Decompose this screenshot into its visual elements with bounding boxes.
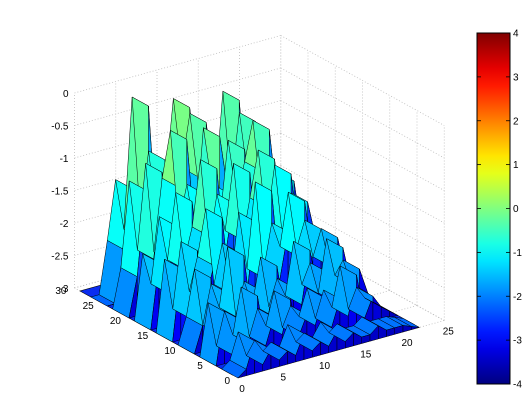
colorbar-tick-label: 0 — [513, 204, 519, 215]
z-tick-label: -1.5 — [51, 187, 69, 198]
y-tick-label: 5 — [197, 361, 203, 372]
y-tick-label: 10 — [164, 346, 176, 357]
y-tick-label: 25 — [83, 301, 95, 312]
grid-line — [280, 165, 445, 256]
z-tick-label: -2.5 — [51, 252, 69, 263]
y-tick-label: 20 — [110, 316, 122, 327]
colorbar-tick-label: 2 — [513, 116, 519, 127]
grid-line — [280, 35, 445, 126]
colorbar-bar — [476, 32, 511, 385]
surface-plot — [79, 90, 420, 379]
grid-line — [280, 132, 445, 224]
colorbar: -4 -3 -2 -1 0 1 2 3 4 — [476, 29, 522, 391]
x-tick-label: 5 — [280, 373, 286, 384]
colorbar-tick-label: 4 — [513, 29, 519, 40]
axis-tick-labels: -3-2.5-2-1.5-1-0.50051015202505101520253… — [51, 89, 454, 395]
colorbar-tick-label: 1 — [513, 160, 519, 171]
colorbar-tick-label: -4 — [513, 380, 522, 391]
z-tick-label: -0.5 — [51, 122, 69, 133]
colorbar-tick-label: -3 — [513, 336, 522, 347]
colorbar-tick-label: 3 — [513, 72, 519, 83]
surface-facet-front — [411, 326, 420, 331]
z-tick-label: 0 — [63, 89, 69, 100]
surface-facet-front — [402, 325, 412, 333]
x-tick-label: 20 — [401, 338, 413, 349]
colorbar-tick-label: -1 — [513, 248, 522, 259]
y-tick-label: 15 — [137, 331, 149, 342]
colorbar-tick-label: -2 — [513, 292, 522, 303]
z-tick-label: -3 — [60, 284, 69, 295]
y-tick-label: 30 — [55, 286, 67, 297]
surface-facet-front — [389, 310, 399, 319]
y-tick-label: 0 — [224, 376, 230, 387]
grid-line — [74, 35, 281, 94]
z-tick-label: -1 — [60, 154, 69, 165]
x-tick-label: 0 — [239, 384, 245, 395]
x-tick-label: 25 — [443, 327, 455, 338]
grid-line — [280, 197, 445, 289]
x-tick-label: 10 — [319, 361, 331, 372]
x-tick-label: 15 — [360, 350, 372, 361]
surface-row — [221, 316, 420, 379]
z-tick-label: -2 — [60, 219, 69, 230]
